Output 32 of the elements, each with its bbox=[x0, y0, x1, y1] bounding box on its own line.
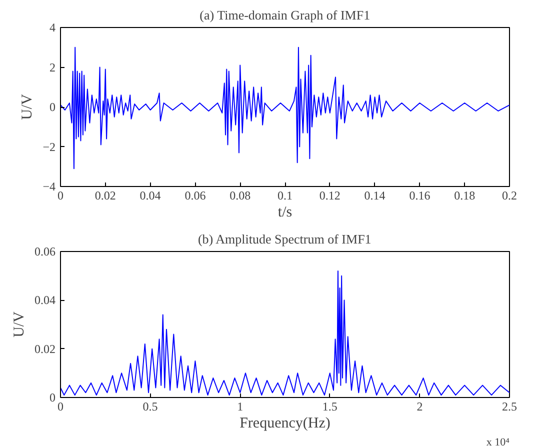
chart-title: (b) Amplitude Spectrum of IMF1 bbox=[198, 232, 372, 246]
y-axis-title: U/V bbox=[12, 311, 28, 338]
y-tick-label: 0 bbox=[50, 390, 56, 404]
x-tick-label: 1.5 bbox=[322, 400, 338, 414]
x-tick-label: 0.12 bbox=[319, 188, 340, 202]
x-tick-label: 0.08 bbox=[230, 188, 251, 202]
x-axis-title: t/s bbox=[278, 204, 292, 220]
y-tick-label: 0 bbox=[50, 100, 56, 114]
text: x 10⁴ bbox=[486, 436, 510, 448]
x-tick-label: 0.5 bbox=[142, 400, 158, 414]
x-axis-title: Frequency(Hz) bbox=[240, 416, 330, 432]
y-tick-label: −4 bbox=[42, 180, 56, 194]
y-tick-label: 2 bbox=[50, 60, 56, 74]
x-tick-label: 1 bbox=[237, 400, 244, 414]
y-tick-label: 4 bbox=[50, 20, 56, 34]
y-tick-label: −2 bbox=[42, 140, 56, 154]
x-tick-label: 0.14 bbox=[364, 188, 386, 202]
x-tick-label: 0.18 bbox=[454, 188, 476, 202]
y-axis-title: U/V bbox=[20, 94, 36, 120]
y-tick-label: 0.02 bbox=[34, 342, 56, 356]
x-tick-label: 0.02 bbox=[94, 188, 116, 202]
y-tick-label: 0.06 bbox=[34, 244, 56, 258]
x-tick-label: 0.16 bbox=[409, 188, 430, 202]
x-tick-label: 2.5 bbox=[502, 400, 517, 414]
x-tick-label: 0.04 bbox=[140, 188, 161, 202]
x-tick-label: 0.2 bbox=[502, 188, 517, 202]
x-tick-label: 0.1 bbox=[278, 188, 292, 202]
x-tick-label: 2 bbox=[416, 400, 423, 414]
x-tick-label: 0.06 bbox=[184, 188, 206, 202]
chart-title: (a) Time-domain Graph of IMF1 bbox=[200, 8, 370, 22]
y-tick-label: 0.04 bbox=[34, 293, 56, 308]
line-series bbox=[60, 46, 510, 170]
